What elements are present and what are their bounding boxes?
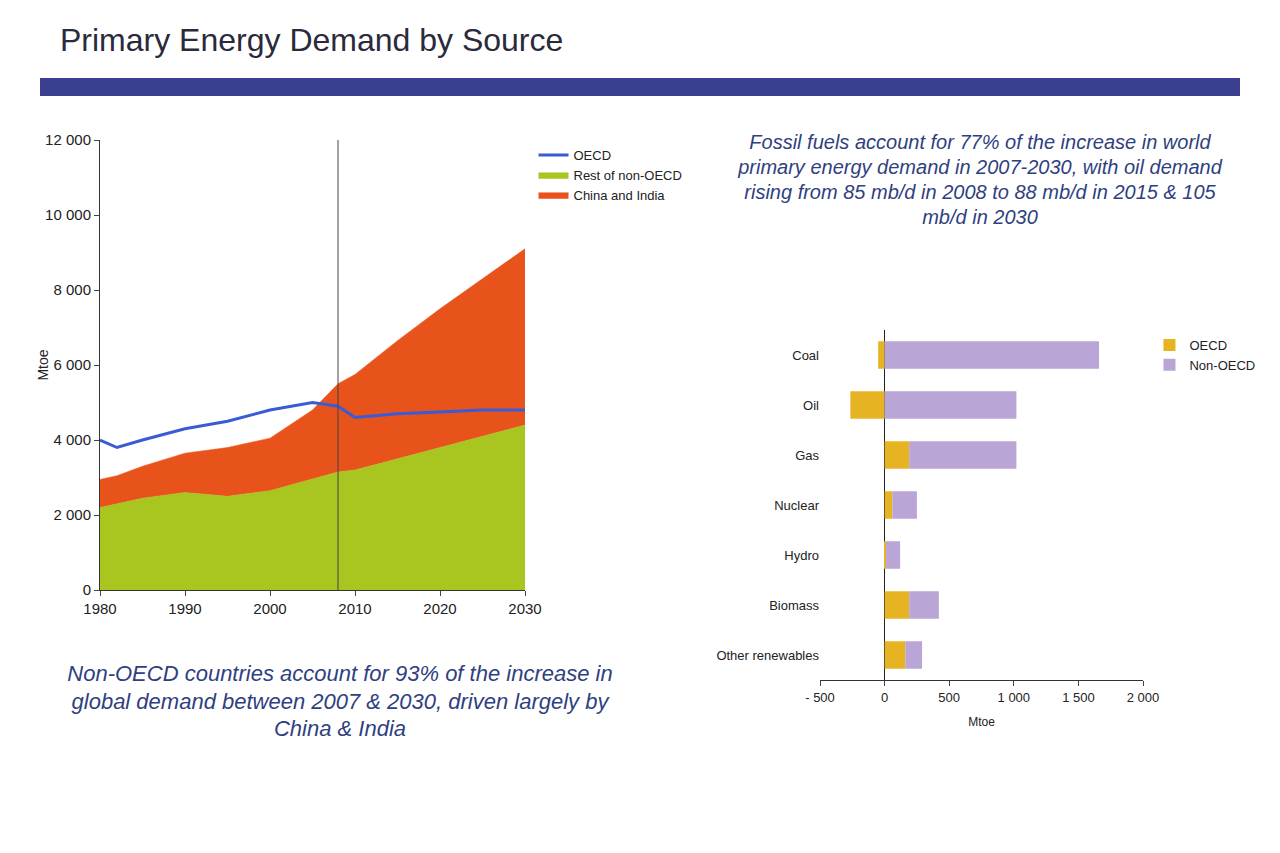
svg-text:8 000: 8 000: [53, 281, 91, 298]
svg-text:1980: 1980: [83, 600, 116, 617]
svg-text:- 500: - 500: [805, 690, 835, 705]
html-text:Non-OECD countries account for: Non-OECD countries account for 93% of th…: [67, 661, 613, 741]
svg-text:2 000: 2 000: [53, 506, 91, 523]
svg-text:China and India: China and India: [574, 188, 666, 203]
svg-text:0: 0: [881, 690, 888, 705]
svg-text:Mtoe: Mtoe: [35, 349, 51, 380]
svg-text:Gas: Gas: [795, 448, 819, 463]
svg-text:Rest of non-OECD: Rest of non-OECD: [574, 168, 682, 183]
svg-text:OECD: OECD: [574, 148, 612, 163]
svg-text:2030: 2030: [508, 600, 541, 617]
svg-text:Hydro: Hydro: [784, 548, 819, 563]
svg-text:Oil: Oil: [803, 398, 819, 413]
svg-text:1 000: 1 000: [998, 690, 1031, 705]
svg-text:OECD: OECD: [1189, 338, 1227, 353]
svg-text:Coal: Coal: [792, 348, 819, 363]
svg-text:1990: 1990: [168, 600, 201, 617]
html-text:Fossil fuels account for 77% o: Fossil fuels account for 77% of the incr…: [738, 131, 1222, 228]
svg-text:Other renewables: Other renewables: [716, 648, 819, 663]
svg-text:4 000: 4 000: [53, 431, 91, 448]
svg-text:0: 0: [83, 581, 91, 598]
html-text:Primary Energy Demand by Sourc: Primary Energy Demand by Source: [60, 22, 564, 58]
svg-text:Mtoe: Mtoe: [968, 715, 995, 729]
svg-text:2010: 2010: [338, 600, 371, 617]
svg-text:Nuclear: Nuclear: [774, 498, 819, 513]
svg-text:Biomass: Biomass: [769, 598, 819, 613]
svg-text:2000: 2000: [253, 600, 286, 617]
svg-text:500: 500: [938, 690, 960, 705]
svg-text:2020: 2020: [423, 600, 456, 617]
svg-text:10 000: 10 000: [45, 206, 91, 223]
svg-text:12 000: 12 000: [45, 131, 91, 148]
svg-text:6 000: 6 000: [53, 356, 91, 373]
svg-text:2 000: 2 000: [1127, 690, 1160, 705]
svg-text:Non-OECD: Non-OECD: [1189, 358, 1255, 373]
svg-text:1 500: 1 500: [1062, 690, 1095, 705]
